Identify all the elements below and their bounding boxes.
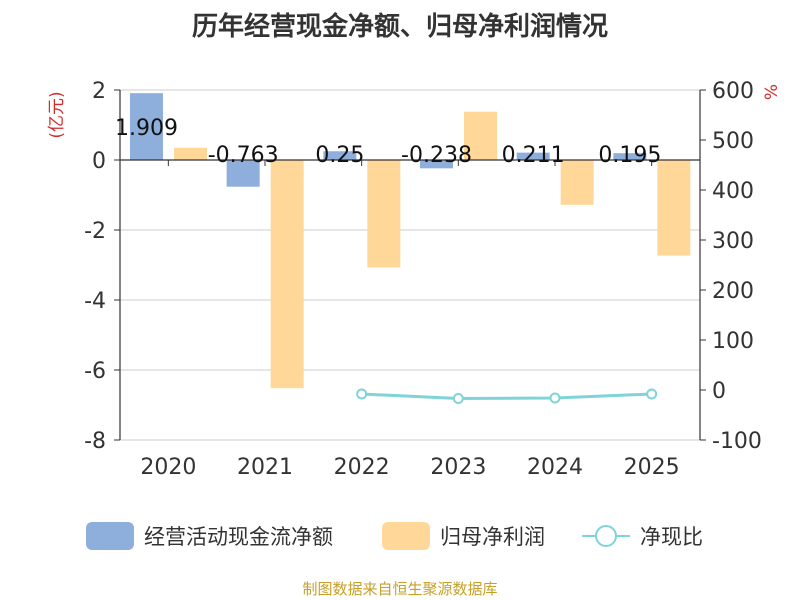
right-tick-label: 500 — [712, 129, 754, 154]
ratio-point — [452, 393, 464, 404]
data-label: -0.238 — [401, 143, 472, 168]
bars — [130, 93, 691, 389]
category-label: 2020 — [140, 455, 196, 480]
category-label: 2022 — [334, 455, 390, 480]
source-note: 制图数据来自恒生聚源数据库 — [302, 580, 498, 598]
right-axis-label: % — [762, 84, 782, 100]
data-label: -0.763 — [208, 143, 279, 168]
data-labels: 1.909 -0.763 0.25 -0.238 0.211 0.195 — [115, 116, 661, 168]
ratio-point — [356, 388, 368, 400]
category-label: 2025 — [624, 455, 680, 480]
left-tick-label: -6 — [84, 359, 106, 384]
chart-title: 历年经营现金净额、归母净利润情况 — [191, 12, 608, 42]
category-label: 2021 — [237, 455, 293, 480]
legend-swatch-netprofit — [382, 522, 430, 550]
bar-netprofit — [464, 111, 497, 160]
ratio-line — [356, 388, 658, 404]
right-tick-label: 600 — [712, 79, 754, 104]
left-axis-label: (亿元) — [47, 91, 67, 138]
bar-netprofit — [270, 160, 304, 389]
right-tick-label: 200 — [712, 279, 754, 304]
ratio-point — [549, 392, 561, 404]
left-tick-label: 0 — [92, 149, 106, 174]
gridlines — [120, 89, 700, 441]
left-tick-label: -2 — [84, 219, 106, 244]
legend-item-netprofit[interactable]: 归母净利润 — [382, 518, 545, 554]
legend-label-cashflow: 经营活动现金流净额 — [144, 525, 333, 549]
axes: 2 0 -2 -4 -6 -8 600 500 400 300 200 100 0 -100 2020 202… — [84, 79, 762, 480]
bar-cashflow — [226, 160, 260, 187]
right-tick-label: -100 — [712, 429, 762, 454]
bar-cashflow — [130, 93, 163, 160]
ratio-line-path — [361, 392, 652, 401]
legend-label-ratio: 净现比 — [640, 525, 703, 549]
right-tick-label: 100 — [712, 329, 754, 354]
data-label: 0.211 — [502, 143, 565, 168]
bar-cashflow — [516, 152, 550, 160]
bar-netprofit — [657, 160, 691, 256]
left-tick-label: 2 — [92, 79, 106, 104]
right-tick-label: 300 — [712, 229, 754, 254]
left-tick-label: -4 — [84, 289, 106, 314]
legend-item-cashflow[interactable]: 经营活动现金流净额 — [86, 518, 333, 554]
bar-cashflow — [420, 160, 453, 169]
bar-cashflow — [613, 153, 647, 160]
data-label: 1.909 — [115, 116, 178, 141]
legend-swatch-ratio — [582, 522, 630, 550]
bar-netprofit — [174, 147, 207, 160]
data-label: 0.195 — [598, 143, 661, 168]
left-tick-label: -8 — [84, 429, 106, 454]
legend-item-ratio[interactable]: 净现比 — [582, 518, 703, 554]
bar-netprofit — [560, 160, 594, 205]
category-label: 2024 — [527, 455, 583, 480]
bar-cashflow — [323, 151, 357, 160]
legend-swatch-cashflow — [86, 522, 134, 550]
bar-netprofit — [367, 160, 401, 268]
data-label: 0.25 — [315, 143, 364, 168]
ratio-point — [646, 388, 658, 400]
right-tick-label: 400 — [712, 179, 754, 204]
legend-label-netprofit: 归母净利润 — [440, 525, 545, 549]
category-label: 2023 — [430, 455, 486, 480]
right-tick-label: 0 — [712, 379, 726, 404]
